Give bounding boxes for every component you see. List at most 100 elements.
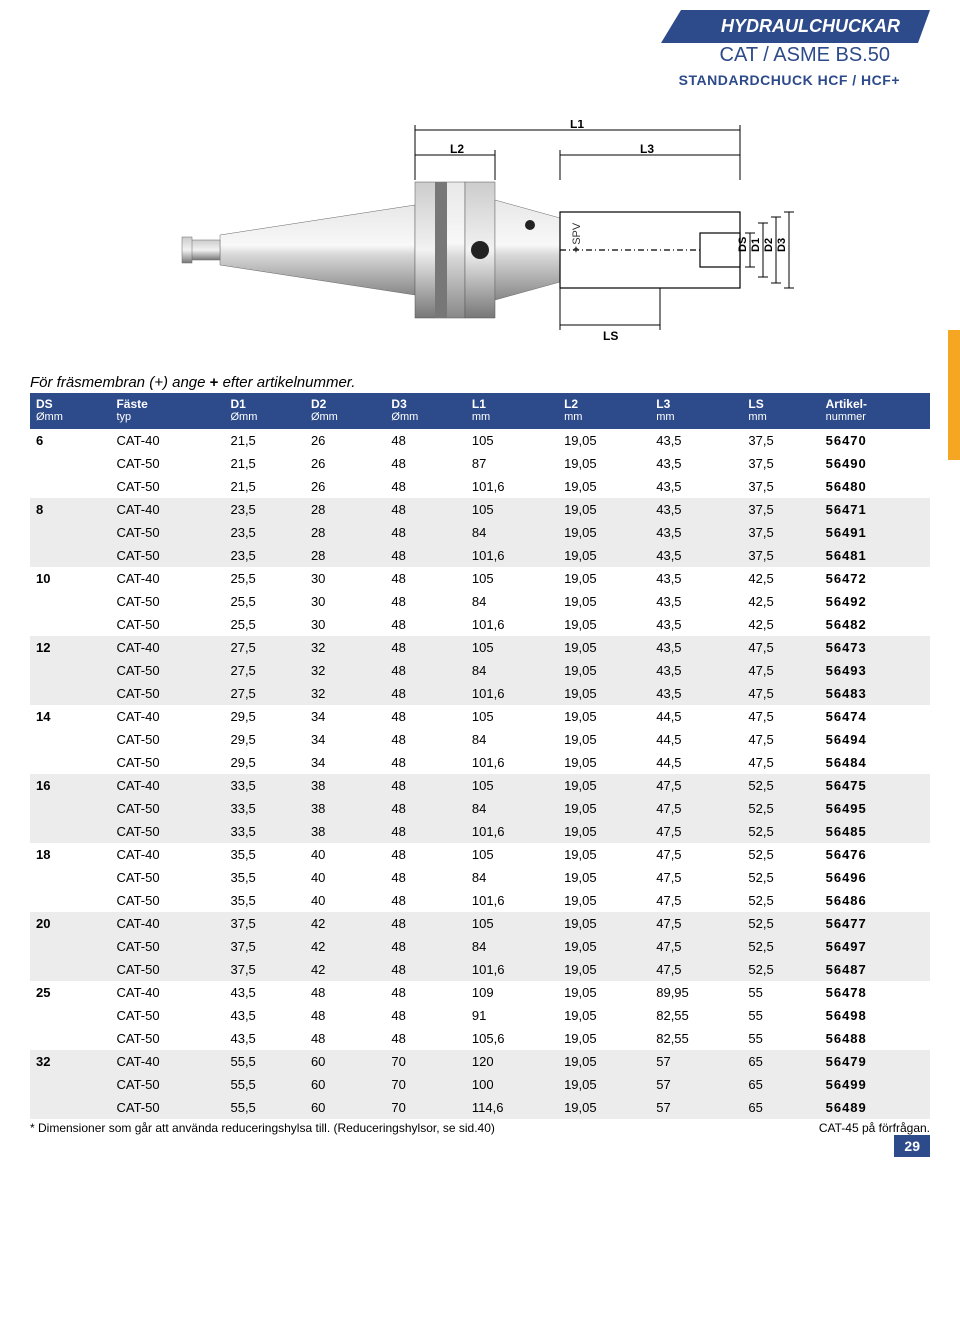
cell-ls: 52,5 [742, 958, 819, 981]
cell-d2: 28 [305, 544, 385, 567]
cell-ds: 32 [30, 1050, 110, 1073]
cell-d1: 55,5 [224, 1096, 304, 1119]
cell-l3: 47,5 [650, 889, 742, 912]
cell-ds: 10 [30, 567, 110, 590]
cell-mount: CAT-50 [110, 521, 224, 544]
cell-d1: 25,5 [224, 613, 304, 636]
cell-ds [30, 682, 110, 705]
cell-l1: 100 [466, 1073, 558, 1096]
cell-l3: 82,55 [650, 1004, 742, 1027]
cell-d3: 48 [385, 544, 465, 567]
cell-d2: 38 [305, 797, 385, 820]
cell-l3: 43,5 [650, 636, 742, 659]
cell-d3: 70 [385, 1050, 465, 1073]
table-row: 6CAT-4021,5264810519,0543,537,556470 [30, 429, 930, 452]
cell-mount: CAT-50 [110, 958, 224, 981]
cell-d3: 70 [385, 1073, 465, 1096]
side-tab [948, 330, 960, 460]
cell-d1: 35,5 [224, 866, 304, 889]
cell-mount: CAT-40 [110, 912, 224, 935]
cell-l3: 47,5 [650, 820, 742, 843]
cell-l2: 19,05 [558, 705, 650, 728]
cell-d3: 48 [385, 981, 465, 1004]
table-row: 32CAT-4055,5607012019,05576556479 [30, 1050, 930, 1073]
cell-l1: 105,6 [466, 1027, 558, 1050]
cell-d1: 21,5 [224, 452, 304, 475]
table-row: CAT-5055,5607010019,05576556499 [30, 1073, 930, 1096]
cell-l3: 57 [650, 1050, 742, 1073]
cell-d1: 29,5 [224, 705, 304, 728]
cell-l3: 82,55 [650, 1027, 742, 1050]
cell-l2: 19,05 [558, 613, 650, 636]
cell-d3: 48 [385, 705, 465, 728]
cell-d3: 48 [385, 843, 465, 866]
cell-l1: 101,6 [466, 475, 558, 498]
cell-ds [30, 1027, 110, 1050]
cell-l1: 105 [466, 636, 558, 659]
cell-d1: 37,5 [224, 912, 304, 935]
cell-art: 56478 [820, 981, 930, 1004]
cell-l2: 19,05 [558, 1050, 650, 1073]
cell-d2: 48 [305, 1004, 385, 1027]
cell-ls: 52,5 [742, 820, 819, 843]
footnote-right: CAT-45 på förfrågan. [819, 1121, 930, 1135]
dim-L3: L3 [640, 142, 654, 156]
cell-ls: 42,5 [742, 590, 819, 613]
col-header: D2Ømm [305, 393, 385, 429]
cell-l2: 19,05 [558, 498, 650, 521]
cell-l2: 19,05 [558, 659, 650, 682]
cell-d3: 48 [385, 636, 465, 659]
cell-ds [30, 659, 110, 682]
cell-d3: 70 [385, 1096, 465, 1119]
cell-d2: 28 [305, 521, 385, 544]
col-header: L3mm [650, 393, 742, 429]
cell-ls: 52,5 [742, 889, 819, 912]
cell-d3: 48 [385, 728, 465, 751]
cell-ls: 47,5 [742, 751, 819, 774]
cell-l1: 105 [466, 567, 558, 590]
cell-l1: 120 [466, 1050, 558, 1073]
cell-l2: 19,05 [558, 1073, 650, 1096]
cell-art: 56488 [820, 1027, 930, 1050]
cell-l1: 84 [466, 797, 558, 820]
cell-d3: 48 [385, 774, 465, 797]
cell-ds: 12 [30, 636, 110, 659]
cell-ds [30, 935, 110, 958]
cell-l1: 105 [466, 429, 558, 452]
cell-d1: 21,5 [224, 475, 304, 498]
cell-ds [30, 1096, 110, 1119]
cell-d3: 48 [385, 590, 465, 613]
cell-l1: 84 [466, 590, 558, 613]
cell-d1: 29,5 [224, 751, 304, 774]
cell-ds [30, 1004, 110, 1027]
cell-art: 56470 [820, 429, 930, 452]
cell-ds [30, 889, 110, 912]
cell-mount: CAT-50 [110, 682, 224, 705]
col-header: D1Ømm [224, 393, 304, 429]
cell-ls: 52,5 [742, 866, 819, 889]
dim-L1: L1 [570, 120, 584, 131]
cell-l3: 44,5 [650, 751, 742, 774]
cell-d3: 48 [385, 1004, 465, 1027]
cell-l3: 43,5 [650, 659, 742, 682]
cell-d2: 26 [305, 429, 385, 452]
cell-mount: CAT-40 [110, 705, 224, 728]
cell-mount: CAT-50 [110, 613, 224, 636]
cell-ds [30, 590, 110, 613]
cell-d2: 32 [305, 636, 385, 659]
cell-d3: 48 [385, 797, 465, 820]
cell-l1: 105 [466, 912, 558, 935]
cell-l1: 101,6 [466, 613, 558, 636]
cell-ls: 37,5 [742, 452, 819, 475]
cell-l2: 19,05 [558, 889, 650, 912]
table-row: CAT-5055,56070114,619,05576556489 [30, 1096, 930, 1119]
table-row: 10CAT-4025,5304810519,0543,542,556472 [30, 567, 930, 590]
cell-l1: 101,6 [466, 682, 558, 705]
cell-ds: 8 [30, 498, 110, 521]
brand-mark: ✦SPV [571, 222, 583, 254]
col-header: LSmm [742, 393, 819, 429]
cell-l1: 84 [466, 521, 558, 544]
cell-ls: 52,5 [742, 843, 819, 866]
cell-l3: 57 [650, 1096, 742, 1119]
intro-suffix: efter artikelnummer. [218, 374, 355, 391]
